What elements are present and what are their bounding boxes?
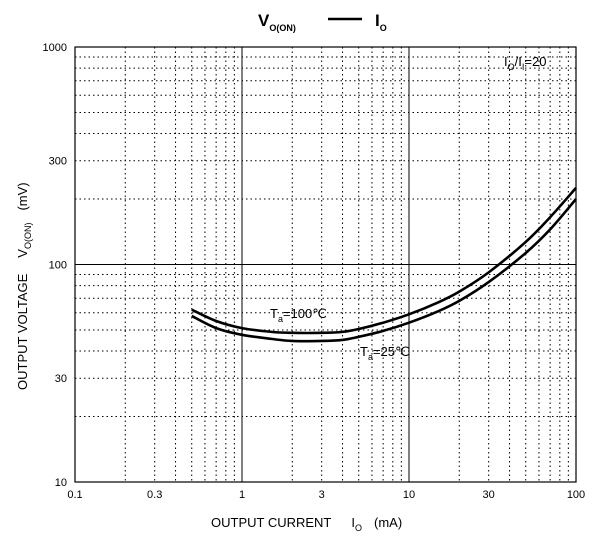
series-line-25c (191, 198, 577, 343)
condition-label: IO/II=20 (504, 54, 546, 72)
y-tick-label: 10 (55, 477, 67, 489)
series-line-100c (191, 187, 577, 335)
x-tick-labels: 0.1 0.3 1 3 10 30 100 (67, 489, 585, 501)
y-tick-label: 300 (49, 156, 67, 168)
chart-title-right: IO (375, 11, 387, 33)
chart-title-left: VO(ON) (258, 11, 296, 33)
x-axis-label: OUTPUT CURRENT IO (mA) (211, 515, 402, 533)
series-label-100c: Ta=100℃ (270, 306, 327, 324)
plot-frame (74, 46, 577, 483)
y-tick-label: 100 (49, 260, 67, 272)
y-axis-label: OUTPUT VOLTAGEVO(ON)(mV) (15, 182, 33, 390)
x-tick-label: 3 (319, 489, 325, 501)
x-tick-label: 10 (403, 489, 415, 501)
x-tick-label: 1 (239, 489, 245, 501)
series-group (191, 187, 577, 343)
y-tick-labels: 10 30 100 300 1000 (43, 42, 67, 489)
y-tick-label: 30 (55, 373, 67, 385)
major-grid (75, 47, 576, 482)
x-tick-label: 0.1 (67, 489, 82, 501)
x-tick-label: 100 (567, 489, 585, 501)
x-tick-label: 30 (483, 489, 495, 501)
x-tick-label: 0.3 (147, 489, 162, 501)
y-tick-label: 1000 (43, 42, 67, 54)
series-label-25c: Ta=25℃ (360, 344, 410, 362)
